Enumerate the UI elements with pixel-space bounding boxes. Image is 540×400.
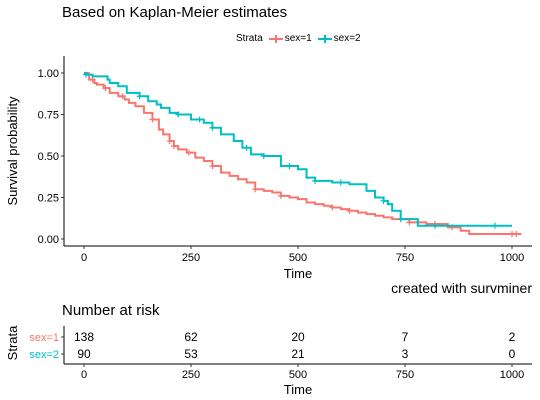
risk-y-axis-title: Strata xyxy=(5,325,20,360)
censor-mark-sex2 xyxy=(243,144,250,151)
legend-item-sex2: sex=2 xyxy=(317,33,361,44)
risk-cell: 53 xyxy=(184,347,198,361)
caption: created with survminer xyxy=(391,280,532,296)
risk-row-label: sex=2 xyxy=(29,349,59,361)
censor-mark-sex1 xyxy=(513,231,520,238)
km-curve-sex2 xyxy=(84,72,512,227)
legend: Strata sex=1 sex=2 xyxy=(236,33,361,44)
censor-mark-sex1 xyxy=(166,138,173,145)
x-tick-label: 750 xyxy=(396,252,414,264)
censor-mark-sex2 xyxy=(397,216,404,223)
censor-mark-sex2 xyxy=(491,222,498,229)
km-plot: 0.00 0.25 0.50 0.75 1.00 0 250 500 750 1000 Time Su… xyxy=(5,56,532,281)
censor-mark-sex2 xyxy=(286,162,293,169)
risk-cell: 0 xyxy=(509,347,516,361)
censor-mark-sex1 xyxy=(209,162,216,169)
risk-cell: 62 xyxy=(184,330,198,344)
risk-x-tick-label: 1000 xyxy=(500,369,524,381)
legend-title: Strata xyxy=(236,33,263,44)
censor-mark-sex2 xyxy=(380,197,387,204)
censor-mark-sex1 xyxy=(119,93,126,100)
censor-mark-sex2 xyxy=(175,111,182,118)
censor-mark-sex1 xyxy=(277,192,284,199)
legend-label-sex1: sex=1 xyxy=(284,33,312,44)
risk-x-tick-label: 0 xyxy=(81,369,87,381)
censor-mark-sex1 xyxy=(89,76,96,83)
chart-title: Based on Kaplan-Meier estimates xyxy=(62,4,288,21)
censor-mark-sex2 xyxy=(83,71,90,78)
censor-mark-sex1 xyxy=(346,207,353,214)
censor-mark-sex1 xyxy=(170,143,177,150)
censor-mark-sex2 xyxy=(196,116,203,123)
censor-mark-sex2 xyxy=(260,153,267,159)
risk-table-title: Number at risk xyxy=(62,302,160,319)
y-axis-title: Survival probability xyxy=(5,96,20,206)
risk-x-tick-label: 750 xyxy=(396,369,414,381)
y-tick-label: 0.25 xyxy=(38,193,59,205)
x-tick-label: 1000 xyxy=(500,252,524,264)
risk-cell: 3 xyxy=(402,347,409,361)
risk-cell: 21 xyxy=(291,347,305,361)
y-tick-label: 1.00 xyxy=(38,68,59,80)
y-tick-label: 0.00 xyxy=(38,234,59,246)
censor-mark-sex1 xyxy=(329,204,336,211)
risk-cell: 2 xyxy=(509,330,516,344)
risk-cell: 138 xyxy=(74,330,94,344)
y-tick-label: 0.75 xyxy=(38,110,59,122)
censor-mark-sex1 xyxy=(102,84,109,91)
legend-label-sex2: sex=2 xyxy=(333,33,361,44)
risk-cell: 90 xyxy=(77,347,91,361)
censor-mark-sex1 xyxy=(185,149,192,156)
censor-mark-sex1 xyxy=(406,219,413,226)
x-tick-label: 500 xyxy=(289,252,307,264)
censor-mark-sex1 xyxy=(149,116,156,123)
risk-x-tick-label: 500 xyxy=(289,369,307,381)
y-tick-label: 0.50 xyxy=(38,151,59,163)
censor-mark-sex2 xyxy=(136,93,143,100)
x-axis-title: Time xyxy=(284,266,312,281)
km-curve-sex1 xyxy=(84,72,522,236)
x-tick-label: 250 xyxy=(182,252,200,264)
legend-item-sex1: sex=1 xyxy=(268,33,312,44)
risk-x-tick-label: 250 xyxy=(182,369,200,381)
censor-mark-sex1 xyxy=(252,186,259,193)
censor-mark-sex2 xyxy=(337,179,344,186)
legend-key-sex1 xyxy=(268,34,283,44)
censor-mark-sex2 xyxy=(209,124,216,131)
risk-cell: 7 xyxy=(402,330,409,344)
risk-row-label: sex=1 xyxy=(29,332,59,344)
censor-mark-sex2 xyxy=(431,222,438,229)
risk-cell: 20 xyxy=(291,330,305,344)
legend-key-sex2 xyxy=(317,34,332,44)
x-tick-label: 0 xyxy=(81,252,87,264)
risk-x-axis-title: Time xyxy=(284,382,312,397)
censor-mark-sex2 xyxy=(312,177,319,184)
